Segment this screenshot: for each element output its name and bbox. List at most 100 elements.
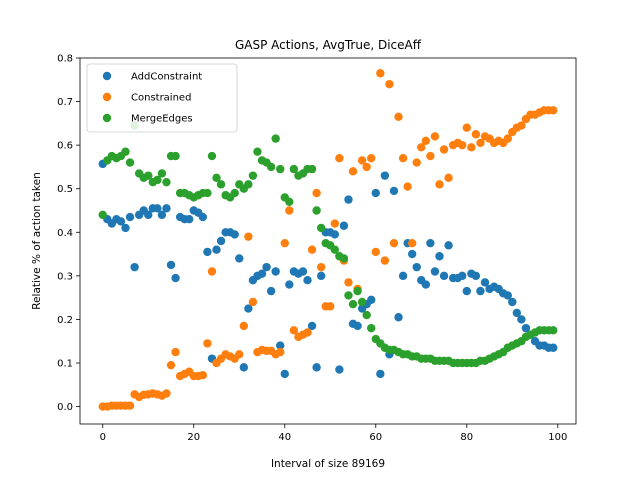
data-point	[480, 278, 490, 287]
data-point	[335, 154, 344, 163]
data-point	[362, 162, 371, 172]
data-point	[426, 238, 435, 248]
data-point	[357, 156, 367, 165]
data-point	[262, 262, 271, 272]
data-point	[276, 341, 285, 350]
data-point	[476, 138, 485, 148]
data-point	[125, 401, 135, 410]
data-point	[171, 151, 180, 161]
y-tick-label: 0.1	[57, 359, 73, 370]
data-point	[398, 154, 408, 163]
data-point	[512, 308, 522, 318]
data-point	[344, 278, 353, 287]
y-tick-label: 0.3	[57, 271, 73, 282]
data-point	[503, 134, 512, 143]
data-point	[380, 256, 390, 265]
data-point	[326, 302, 335, 311]
data-point	[271, 134, 280, 143]
x-tick-label: 60	[369, 432, 382, 443]
legend-marker	[102, 71, 112, 81]
data-point	[339, 221, 349, 230]
x-tick-label: 0	[100, 432, 106, 443]
data-point	[316, 262, 326, 272]
data-point	[153, 175, 162, 185]
legend: AddConstraint Constrained MergeEdges	[86, 63, 238, 133]
data-point	[244, 232, 253, 241]
data-point	[207, 151, 217, 161]
data-point	[371, 188, 380, 198]
data-point	[212, 245, 221, 254]
data-point	[549, 326, 558, 335]
data-point	[266, 286, 276, 296]
data-point	[376, 369, 385, 379]
data-point	[549, 343, 558, 352]
data-point	[171, 347, 180, 357]
data-point	[385, 79, 394, 89]
y-tick-label: 0.2	[57, 315, 73, 326]
data-point	[394, 112, 403, 122]
data-point	[171, 273, 180, 283]
x-tick-label: 80	[460, 432, 473, 443]
data-point	[357, 297, 367, 307]
data-point	[198, 371, 208, 380]
data-point	[316, 223, 326, 233]
data-point	[307, 245, 317, 254]
data-point	[412, 262, 421, 272]
y-axis: 0.0 0.1 0.2 0.3 0.4 0.5 0.6 0.7 0.8	[57, 54, 80, 413]
data-point	[312, 363, 321, 372]
y-tick-label: 0.5	[57, 184, 73, 195]
data-point	[344, 291, 353, 300]
data-point	[276, 347, 285, 357]
data-point	[362, 310, 371, 320]
x-tick-label: 100	[548, 432, 567, 443]
data-point	[458, 140, 467, 150]
data-point	[116, 217, 126, 226]
legend-marker	[102, 113, 112, 123]
data-point	[303, 328, 312, 337]
data-point	[244, 180, 253, 189]
data-point	[303, 276, 312, 285]
data-point	[403, 182, 412, 191]
data-point	[348, 299, 358, 309]
data-point	[157, 210, 167, 220]
data-point	[407, 249, 417, 259]
data-point	[289, 326, 299, 335]
data-point	[162, 204, 171, 213]
data-point	[435, 180, 444, 189]
data-point	[239, 363, 249, 372]
y-tick-label: 0.6	[57, 141, 73, 152]
x-tick-label: 40	[278, 432, 291, 443]
data-point	[467, 143, 476, 152]
data-point	[439, 271, 449, 281]
legend-label: MergeEdges	[131, 114, 193, 125]
x-axis-label: Interval of size 89169	[271, 458, 385, 470]
data-point	[285, 197, 294, 206]
series-addconstraint	[98, 159, 558, 379]
data-point	[353, 286, 362, 296]
data-point	[244, 304, 253, 313]
series-mergeedges	[98, 121, 558, 368]
data-point	[230, 230, 239, 239]
data-point	[389, 238, 399, 248]
data-point	[235, 254, 244, 263]
data-point	[203, 188, 212, 198]
data-point	[162, 177, 171, 187]
data-point	[157, 169, 167, 178]
data-point	[185, 215, 194, 224]
legend-box	[86, 63, 238, 133]
data-point	[153, 204, 162, 213]
data-point	[207, 267, 217, 276]
data-point	[166, 260, 176, 270]
data-point	[421, 280, 431, 289]
data-point	[307, 321, 317, 331]
data-point	[276, 164, 285, 174]
data-point	[439, 145, 449, 154]
data-point	[312, 206, 321, 215]
data-point	[444, 173, 453, 183]
data-point	[407, 238, 417, 248]
data-point	[307, 164, 317, 174]
data-point	[125, 212, 135, 222]
data-point	[517, 121, 526, 130]
data-point	[517, 315, 526, 324]
legend-label: Constrained	[131, 93, 191, 104]
